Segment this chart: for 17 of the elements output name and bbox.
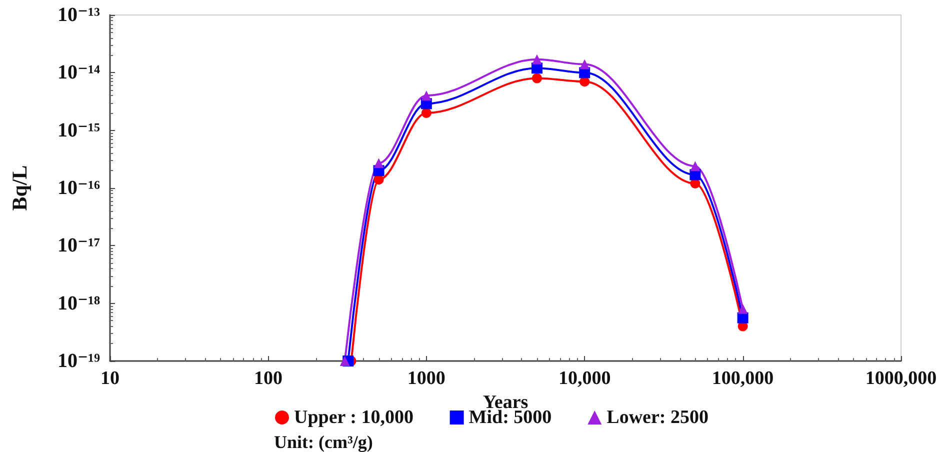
x-tick-label: 1000,000 xyxy=(865,368,937,389)
x-tick-label: 100 xyxy=(254,368,282,389)
y-tick-label: 10⁻¹⁹ xyxy=(57,350,100,372)
y-tick-label: 10⁻¹⁷ xyxy=(57,234,100,257)
y-tick-label: 10⁻¹⁶ xyxy=(57,177,100,199)
x-tick-label: 100,000 xyxy=(712,368,774,389)
y-axis-title: Bq/L xyxy=(8,165,32,211)
text: Unit: (cm³/g) xyxy=(274,432,373,452)
y-tick-label: 10⁻¹⁸ xyxy=(57,292,100,314)
x-tick-label: 1000 xyxy=(407,368,446,389)
x-tick-label: 10,000 xyxy=(558,368,611,389)
x-tick-label: 10 xyxy=(100,368,120,389)
legend-label: Upper : 10,000 xyxy=(294,407,414,428)
y-tick-label: 10⁻¹⁴ xyxy=(57,62,100,84)
y-tick-label: 10⁻¹⁵ xyxy=(57,119,100,142)
legend-label: Lower: 2500 xyxy=(606,407,708,428)
y-tick-label: 10⁻¹³ xyxy=(57,4,100,26)
